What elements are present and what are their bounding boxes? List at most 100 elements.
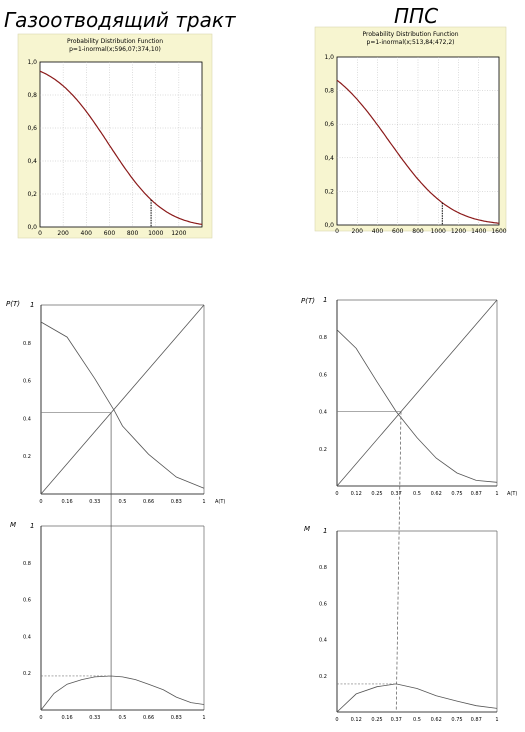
- y-tick-label: 1,0: [324, 54, 334, 61]
- y-tick-label: 0,2: [27, 191, 37, 198]
- x-tick-label: 1: [495, 491, 498, 497]
- x-tick-label: 400: [81, 230, 93, 237]
- x-tick-label: 1200: [171, 230, 186, 237]
- x-tick-label: 200: [352, 228, 364, 235]
- x-tick-label: 0.37: [391, 717, 402, 723]
- x-tick-label: 0.62: [431, 491, 442, 497]
- x-tick-label: 0: [335, 228, 339, 235]
- x-tick-label: 1: [202, 499, 205, 505]
- x-tick-label: 600: [104, 230, 116, 237]
- y-tick-label: 1: [30, 522, 34, 530]
- x-tick-label: 0: [38, 230, 42, 237]
- x-tick-label: 0.75: [451, 491, 462, 497]
- curve-series: [40, 675, 205, 711]
- x-tick-label: 0.5: [413, 717, 421, 723]
- y-tick-label: 0.2: [319, 447, 327, 453]
- x-tick-label: 0.33: [89, 499, 100, 505]
- x-tick-label: 0.83: [171, 715, 182, 721]
- x-tick-label: 0.16: [62, 715, 73, 721]
- y-tick-label: 0.6: [23, 379, 31, 385]
- y-tick-label: 0.2: [23, 671, 31, 677]
- y-tick-label: 0.4: [23, 416, 31, 422]
- pa-chart-right: P(T) 0.2 0.4 0.6 0.8 1 0 0.12 0.25 0.37 0.5 0.62 0.7…: [301, 296, 517, 497]
- x-tick-label: 800: [127, 230, 139, 237]
- x-tick-label: 0.75: [451, 717, 462, 723]
- y-tick-label: 0.8: [319, 335, 327, 341]
- x-tick-label: 0.87: [471, 717, 482, 723]
- y-tick-label: 0.2: [319, 674, 327, 680]
- y-tick-label: 0.8: [23, 341, 31, 347]
- pdf-chart-left: Probability Distribution Functionp=1-ino…: [17, 33, 213, 239]
- curve-series: [40, 321, 205, 489]
- x-tick-label: 1: [495, 717, 498, 723]
- pdf-curve: [336, 79, 500, 224]
- connector-right: [395, 411, 402, 713]
- y-tick-label: 0.4: [319, 410, 327, 416]
- x-tick-label: 0: [335, 717, 338, 723]
- y-tick-label: 0,8: [324, 88, 334, 95]
- x-tick-label: 0.66: [143, 715, 154, 721]
- y-tick-label: 0,0: [324, 222, 334, 229]
- m-chart-right: M 0.2 0.4 0.6 0.8 1 0 0.12 0.25 0.37 0.5 0.62 0.75 0.…: [304, 525, 499, 723]
- x-tick-label: 1600: [491, 228, 506, 235]
- title-right: ППС: [394, 4, 439, 28]
- curve-series: [336, 329, 498, 483]
- y-tick-label: 0,6: [324, 121, 334, 128]
- x-tick-label: 200: [57, 230, 69, 237]
- y-tick-label: 0.6: [319, 601, 327, 607]
- title-left: Газоотводящий тракт: [4, 8, 236, 32]
- x-axis-label: A(T): [507, 491, 517, 497]
- y-tick-label: 0.8: [319, 565, 327, 571]
- y-tick-label: 0,4: [324, 155, 334, 162]
- y-axis-label: M: [10, 521, 16, 529]
- x-tick-label: 1200: [451, 228, 466, 235]
- pdf-chart-right: Probability Distribution Functionp=1-ino…: [314, 26, 507, 235]
- x-tick-label: 1400: [471, 228, 486, 235]
- y-tick-label: 0,0: [27, 224, 37, 231]
- diagonal-series: [40, 304, 205, 495]
- y-tick-label: 1: [323, 527, 327, 535]
- plot-area: [39, 61, 203, 228]
- x-tick-label: 0.5: [413, 491, 421, 497]
- y-axis-label: P(T): [301, 297, 315, 305]
- x-axis-label: A(T): [215, 499, 225, 505]
- chart-title: Probability Distribution Function: [67, 38, 163, 45]
- x-tick-label: 0: [335, 491, 338, 497]
- x-tick-label: 0.5: [119, 499, 127, 505]
- diagonal-series: [336, 299, 498, 487]
- y-tick-label: 0.4: [23, 634, 31, 640]
- x-tick-label: 0.37: [391, 491, 402, 497]
- x-tick-label: 0.5: [119, 715, 127, 721]
- curve-series: [336, 683, 498, 713]
- x-tick-label: 0.66: [143, 499, 154, 505]
- x-tick-label: 0: [39, 499, 42, 505]
- y-tick-label: 1: [323, 296, 327, 304]
- x-tick-label: 0.87: [471, 491, 482, 497]
- y-tick-label: 0,6: [27, 125, 37, 132]
- x-tick-label: 0.25: [371, 717, 382, 723]
- x-tick-label: 0.16: [62, 499, 73, 505]
- x-tick-label: 600: [392, 228, 404, 235]
- x-tick-label: 0.62: [431, 717, 442, 723]
- y-axis-label: M: [304, 525, 310, 533]
- chart-title: Probability Distribution Function: [362, 31, 458, 38]
- y-tick-label: 0.6: [23, 598, 31, 604]
- x-tick-label: 1: [202, 715, 205, 721]
- x-tick-label: 0.12: [351, 491, 362, 497]
- y-tick-label: 0.8: [23, 561, 31, 567]
- m-chart-left: M 0.2 0.4 0.6 0.8 1 0 0.16 0.33 0.5 0.66 0.83 1: [10, 521, 206, 721]
- y-tick-label: 1: [30, 301, 34, 309]
- x-tick-label: 1000: [148, 230, 163, 237]
- pa-chart-left: P(T) 0.2 0.4 0.6 0.8 1 0 0.16 0.33 0.5 0.66 0.83 1 A(…: [6, 300, 225, 505]
- y-tick-label: 0,2: [324, 188, 334, 195]
- x-tick-label: 1000: [431, 228, 446, 235]
- x-tick-label: 0.33: [89, 715, 100, 721]
- chart-subtitle: p=1-inormal(x;513,84;472,2): [367, 39, 455, 46]
- x-tick-label: 0.12: [351, 717, 362, 723]
- x-tick-label: 0.83: [171, 499, 182, 505]
- chart-subtitle: p=1-inormal(x;596,07;374,10): [69, 46, 161, 53]
- y-tick-label: 1,0: [27, 59, 37, 66]
- y-tick-label: 0.6: [319, 372, 327, 378]
- y-tick-label: 0,4: [27, 158, 37, 165]
